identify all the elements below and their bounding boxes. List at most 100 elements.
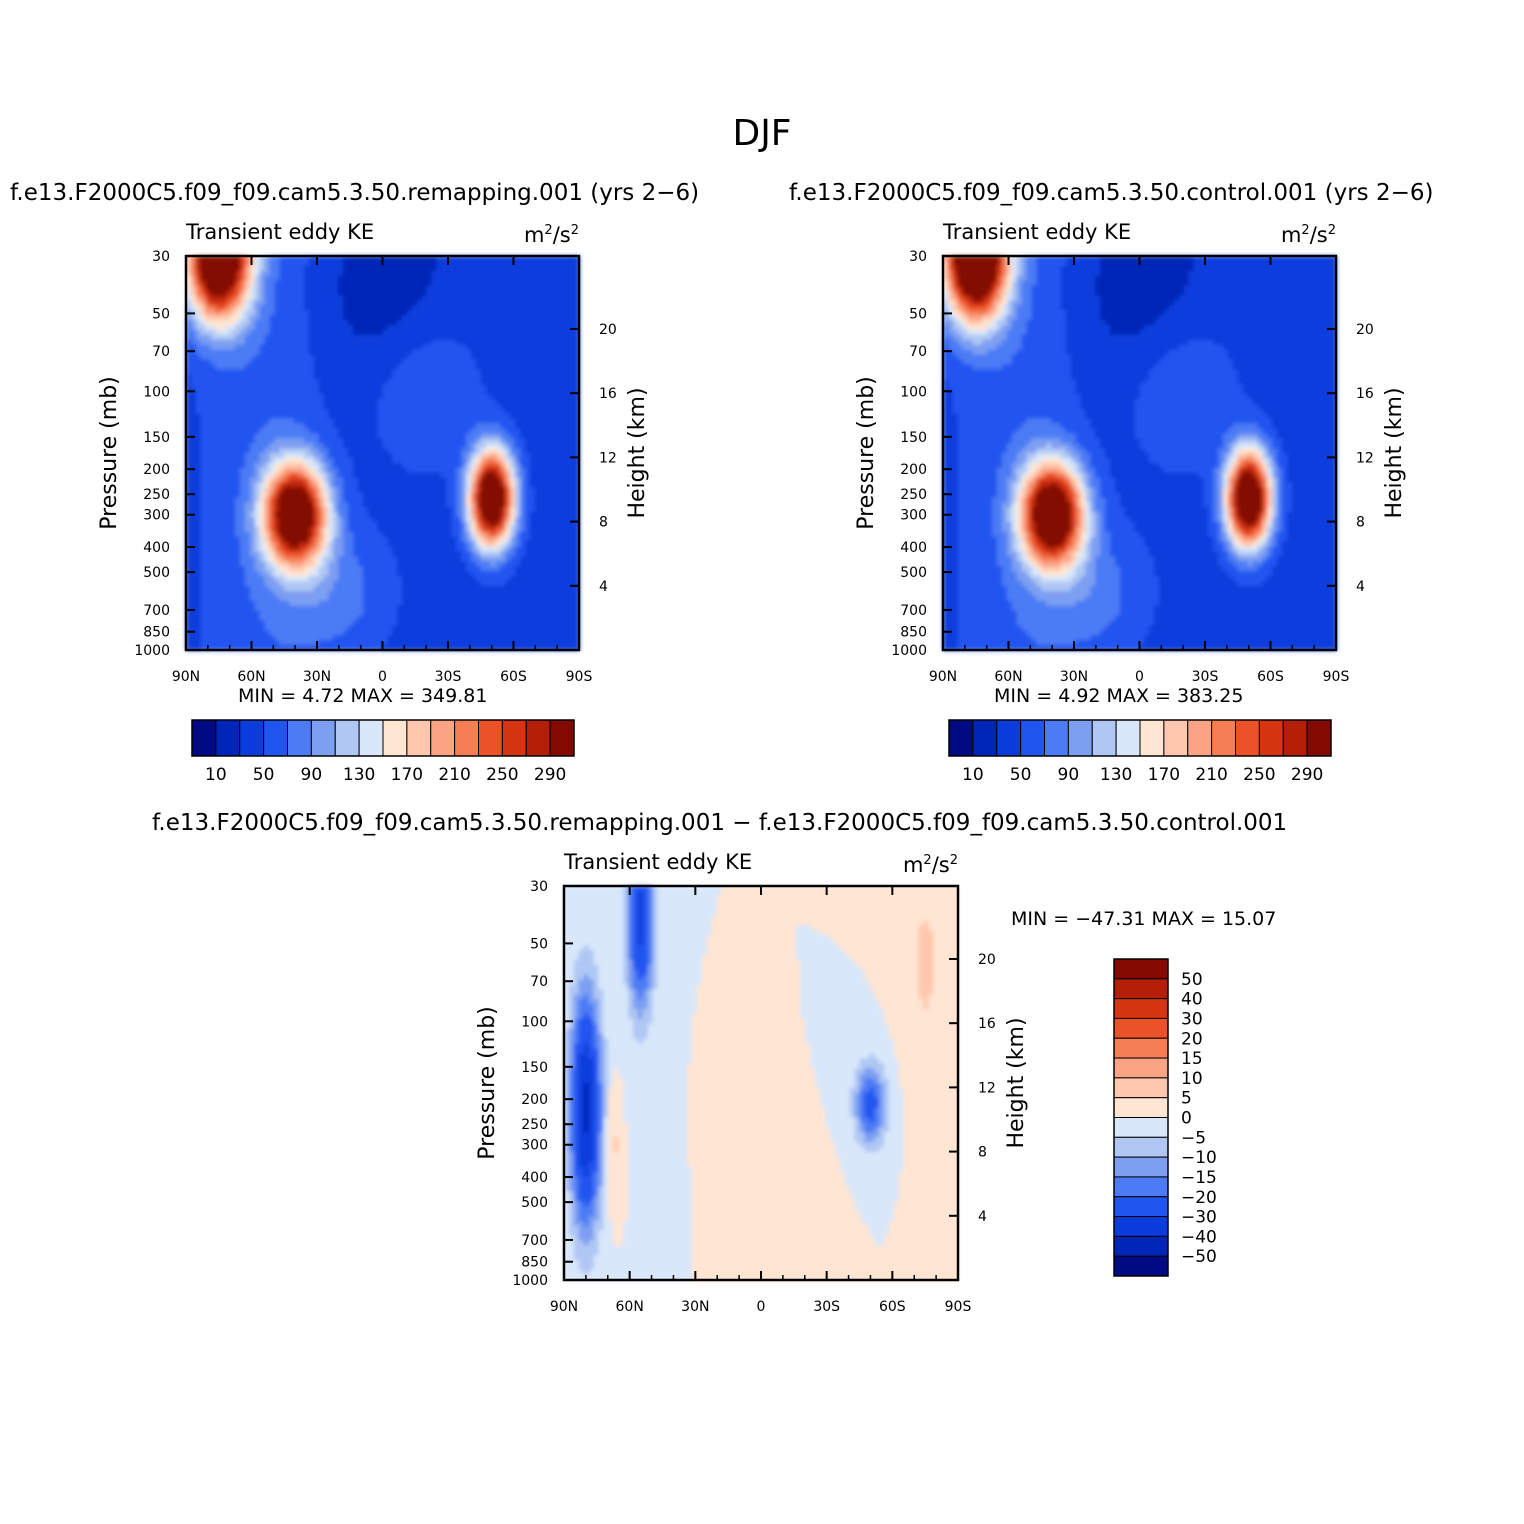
field-cell (362, 453, 369, 459)
field-cell (382, 290, 389, 296)
field-cell (411, 270, 418, 277)
field-cell (431, 256, 438, 262)
field-cell (195, 521, 202, 528)
field-cell (240, 492, 246, 498)
field-cell (313, 453, 320, 459)
field-cell (230, 354, 236, 361)
field-cell (377, 453, 384, 459)
field-cell (466, 472, 472, 479)
field-cell (235, 344, 241, 351)
field-cell (284, 270, 290, 277)
field-cell (343, 605, 349, 612)
field-cell (421, 300, 428, 306)
field-cell (284, 305, 290, 311)
field-cell (186, 300, 192, 306)
field-cell (456, 615, 462, 622)
field-cell (186, 438, 192, 444)
field-cell (421, 388, 428, 395)
field-cell (357, 408, 364, 415)
field-cell (461, 640, 467, 646)
field-cell (367, 349, 374, 356)
field-cell (259, 457, 266, 464)
field-cell (240, 531, 246, 538)
field-cell (220, 605, 226, 612)
field-cell (456, 482, 462, 489)
field-cell (392, 256, 398, 262)
field-cell (367, 448, 374, 454)
field-cell (269, 280, 276, 287)
field-cell (461, 398, 467, 405)
field-cell (421, 438, 428, 444)
field-cell (313, 423, 320, 429)
field-cell (367, 438, 374, 444)
field-cell (382, 324, 389, 331)
field-cell (470, 349, 477, 356)
field-cell (461, 270, 467, 277)
field-cell (470, 369, 477, 375)
field-cell (284, 300, 290, 306)
field-cell (274, 344, 280, 351)
field-cell (284, 526, 290, 533)
field-cell (353, 324, 359, 331)
field-cell (259, 640, 266, 646)
field-cell (249, 320, 256, 326)
field-cell (456, 600, 462, 607)
field-cell (294, 334, 300, 341)
field-cell (382, 270, 389, 277)
field-cell (249, 403, 256, 410)
field-cell (313, 600, 320, 607)
field-cell (284, 295, 290, 301)
field-cell (195, 329, 202, 336)
field-cell (446, 487, 452, 493)
field-cell (235, 364, 241, 370)
field-cell (353, 315, 359, 321)
field-cell (259, 590, 266, 597)
field-cell (338, 517, 344, 523)
field-cell (274, 620, 280, 626)
field-cell (230, 640, 236, 646)
field-cell (215, 403, 221, 410)
field-cell (240, 487, 246, 493)
field-cell (446, 630, 452, 636)
field-cell (451, 462, 457, 469)
field-cell (294, 408, 300, 415)
field-cell (289, 502, 295, 508)
field-cell (466, 536, 472, 543)
field-cell (298, 374, 305, 380)
field-cell (451, 502, 457, 508)
field-cell (436, 645, 443, 651)
field-cell (225, 374, 231, 380)
field-cell (411, 585, 418, 592)
field-cell (323, 393, 330, 400)
field-cell (367, 571, 374, 577)
field-cell (298, 630, 305, 636)
field-cell (362, 487, 369, 493)
field-cell (328, 551, 334, 558)
field-cell (382, 595, 389, 602)
field-cell (387, 265, 393, 272)
field-cell (353, 260, 359, 267)
field-cell (240, 640, 246, 646)
field-cell (323, 315, 330, 321)
field-cell (343, 502, 349, 508)
field-cell (485, 546, 492, 553)
field-cell (426, 393, 433, 400)
field-cell (254, 418, 261, 425)
field-cell (480, 270, 487, 277)
field-cell (441, 275, 447, 282)
field-cell (480, 438, 487, 444)
field-cell (323, 384, 330, 390)
field-cell (353, 393, 359, 400)
field-cell (431, 369, 438, 375)
field-cell (235, 329, 241, 336)
field-cell (289, 536, 295, 543)
field-cell (230, 566, 236, 572)
field-cell (466, 324, 472, 331)
field-cell (362, 359, 369, 365)
field-cell (200, 256, 207, 262)
field-cell (225, 635, 231, 641)
field-cell (397, 595, 403, 602)
field-cell (303, 270, 310, 277)
field-cell (308, 595, 315, 602)
field-cell (377, 305, 384, 311)
